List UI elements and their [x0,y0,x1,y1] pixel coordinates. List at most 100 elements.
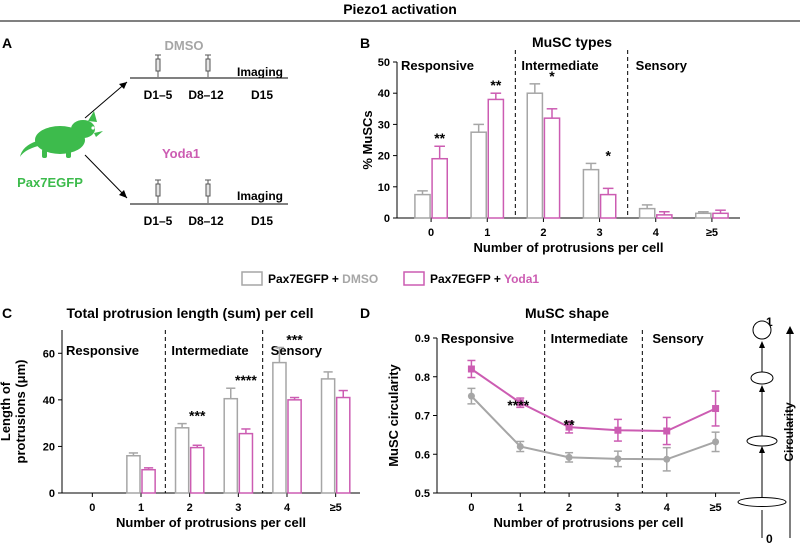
x-tick-label: 0 [89,502,95,514]
arrow-to-yoda [84,154,128,199]
significance-mark: ** [564,416,575,432]
day2-bottom: D8–12 [188,214,224,228]
data-point-yoda1 [516,399,524,407]
bar-yoda1 [189,446,205,494]
y-axis-title: % MuSCs [360,110,375,169]
chart-musc-shape: MuSC shape 0.5 0.6 0.7 0.8 0.9 0 1 2 3 4 ≥5 Responsi… [386,305,740,530]
panel-label-c: C [2,305,12,321]
y-tick-label: 0.8 [415,372,430,384]
bar-dmso [582,168,600,219]
significance-mark: ** [434,130,445,146]
bar-dmso [320,378,336,494]
figure-title: Piezo1 activation [343,1,457,17]
region-label: Intermediate [521,58,598,73]
shape-flat-ellipse [737,497,787,507]
region-label: Intermediate [171,343,248,358]
y-tick-label: 40 [43,395,55,407]
bar-dmso [126,454,141,494]
x-tick-label: 0 [428,227,434,239]
y-axis-title: protrusions (μm) [13,359,28,463]
data-point-yoda1 [712,405,720,413]
x-tick-label: 4 [284,502,291,514]
x-axis-title: Number of protrusions per cell [474,240,664,255]
y-axis-title: Length of [0,381,13,441]
y-tick-label: 0.5 [415,488,430,500]
chart-title: MuSC types [532,34,612,50]
data-point-dmso [516,443,524,450]
y-axis-title: MuSC circularity [386,363,401,466]
bar-yoda1 [712,212,729,219]
region-label: Intermediate [551,331,628,346]
x-tick-label: ≥5 [706,227,718,239]
y-tick-label: 40 [378,88,390,100]
day2-top: D8–12 [188,88,224,102]
x-tick-label: ≥5 [710,502,722,514]
arrowhead-dmso [119,82,127,89]
syringe-icon [205,54,211,77]
arrowhead-yoda [119,190,127,198]
bar-dmso [174,427,190,494]
day1-bottom: D1–5 [144,214,173,228]
bar-dmso [695,212,712,219]
y-tick-label: 20 [378,151,390,163]
imaging-label-bottom: Imaging [237,189,283,203]
day3-top: D15 [251,88,273,102]
chart-protrusion-length: Total protrusion length (sum) per cell 0 2… [0,305,360,530]
circularity-scale: Circularity 1 0 [737,315,796,545]
day1-top: D1–5 [144,88,173,102]
legend: Pax7EGFP + DMSO Pax7EGFP + Yoda1 [241,271,539,286]
x-tick-label: 1 [138,502,144,514]
data-point-yoda1 [614,426,622,434]
y-tick-label: 10 [378,182,390,194]
x-tick-label: ≥5 [330,502,342,514]
chart-title: Total protrusion length (sum) per cell [66,305,313,321]
y-tick-label: 0 [49,488,55,500]
data-point-yoda1 [663,427,671,435]
significance-mark: ** [490,77,501,93]
significance-mark: * [549,68,555,84]
bar-dmso [470,131,487,219]
x-axis-title: Number of protrusions per cell [116,515,306,530]
region-label: Responsive [66,343,139,358]
y-tick-label: 20 [43,441,55,453]
panel-a-scheme: Pax7EGFP DMSO Imaging D1–5 D8–12 D15 Yod… [17,38,288,228]
y-tick-label: 0.6 [415,449,430,461]
x-tick-label: 4 [653,227,660,239]
x-tick-label: 3 [235,502,241,514]
significance-mark: **** [235,372,257,388]
treatment-dmso: DMSO [165,38,204,53]
series-line-yoda1 [470,368,717,433]
region-label: Sensory [636,58,688,73]
legend-swatch-dmso [241,271,263,286]
bar-yoda1 [599,193,617,219]
shape-ellipse [746,435,778,447]
scale-arrowhead [786,326,794,334]
data-point-dmso [663,455,671,463]
bar-yoda1 [238,432,254,494]
x-tick-label: 1 [484,227,490,239]
y-tick-label: 0.7 [415,411,430,423]
syringe-icon [155,54,161,77]
bar-yoda1 [287,399,302,494]
bar-dmso [638,207,656,219]
panel-label-d: D [360,305,370,321]
significance-mark: *** [286,331,303,347]
data-point-yoda1 [467,365,475,373]
x-tick-label: 3 [597,227,603,239]
y-tick-label: 60 [43,348,55,360]
y-tick-label: 30 [378,119,390,131]
legend-item-dmso: Pax7EGFP + DMSO [268,272,378,286]
bar-yoda1 [141,468,156,494]
data-point-dmso [614,455,622,463]
y-tick-label: 0 [384,213,390,225]
x-tick-label: 0 [468,502,474,514]
panel-label-b: B [360,35,370,51]
x-tick-label: 4 [664,502,671,514]
region-label: Sensory [652,331,704,346]
bar-yoda1 [487,98,505,219]
data-point-dmso [565,453,573,461]
x-tick-label: 2 [540,227,546,239]
region-label: Responsive [401,58,474,73]
arrow-to-dmso [84,81,128,119]
